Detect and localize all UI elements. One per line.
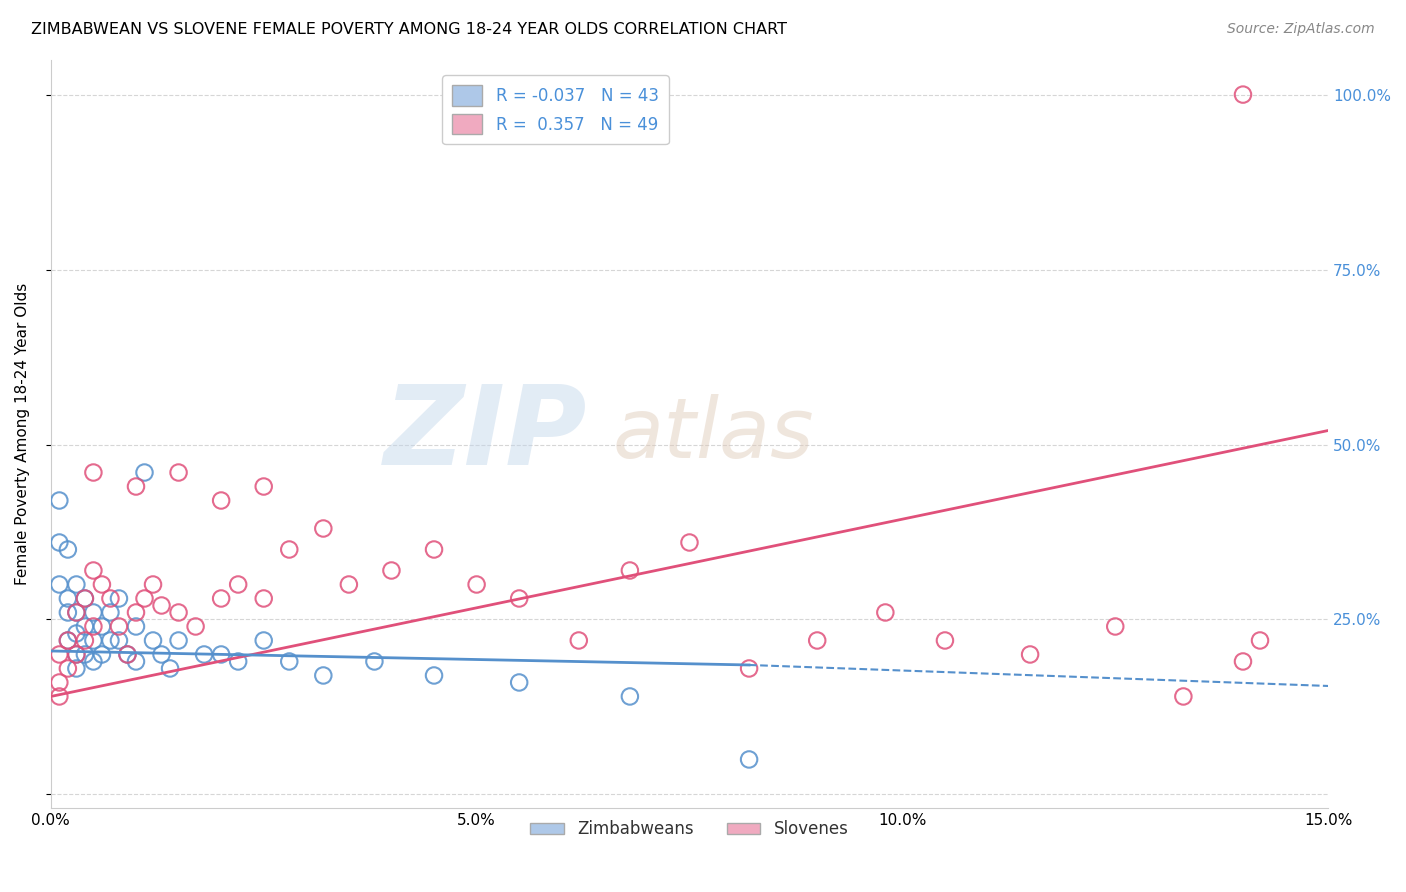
Point — [73, 591, 96, 606]
Point — [65, 577, 87, 591]
Point — [56, 591, 79, 606]
Y-axis label: Female Poverty Among 18-24 Year Olds: Female Poverty Among 18-24 Year Olds — [15, 283, 30, 585]
Point — [1104, 619, 1126, 633]
Point — [312, 668, 335, 682]
Point — [1019, 648, 1042, 662]
Point — [82, 619, 104, 633]
Point — [117, 648, 139, 662]
Point — [108, 619, 131, 633]
Point — [125, 619, 148, 633]
Point — [619, 690, 641, 704]
Point — [82, 633, 104, 648]
Point — [90, 577, 112, 591]
Point — [738, 752, 761, 766]
Point — [253, 591, 276, 606]
Point — [209, 591, 232, 606]
Point — [142, 577, 165, 591]
Point — [82, 655, 104, 669]
Point — [82, 606, 104, 620]
Point — [934, 633, 956, 648]
Point — [312, 521, 335, 535]
Point — [125, 479, 148, 493]
Point — [253, 633, 276, 648]
Point — [337, 577, 360, 591]
Point — [167, 606, 190, 620]
Point — [100, 606, 122, 620]
Point — [159, 661, 181, 675]
Point — [56, 606, 79, 620]
Point — [90, 619, 112, 633]
Point — [150, 599, 173, 613]
Point — [619, 564, 641, 578]
Point — [65, 661, 87, 675]
Point — [48, 648, 70, 662]
Point — [253, 479, 276, 493]
Point — [806, 633, 828, 648]
Point — [226, 577, 249, 591]
Point — [738, 661, 761, 675]
Point — [1249, 633, 1271, 648]
Point — [278, 655, 301, 669]
Point — [48, 535, 70, 549]
Point — [48, 675, 70, 690]
Point — [209, 648, 232, 662]
Point — [82, 564, 104, 578]
Point — [508, 675, 530, 690]
Point — [226, 655, 249, 669]
Point — [184, 619, 207, 633]
Point — [56, 633, 79, 648]
Point — [465, 577, 488, 591]
Point — [48, 493, 70, 508]
Point — [209, 493, 232, 508]
Text: ZIP: ZIP — [384, 381, 588, 488]
Point — [65, 626, 87, 640]
Point — [65, 648, 87, 662]
Point — [73, 591, 96, 606]
Text: Source: ZipAtlas.com: Source: ZipAtlas.com — [1227, 22, 1375, 37]
Point — [150, 648, 173, 662]
Point — [142, 633, 165, 648]
Point — [423, 542, 446, 557]
Point — [73, 648, 96, 662]
Point — [108, 633, 131, 648]
Point — [568, 633, 591, 648]
Point — [167, 633, 190, 648]
Point — [125, 606, 148, 620]
Text: ZIMBABWEAN VS SLOVENE FEMALE POVERTY AMONG 18-24 YEAR OLDS CORRELATION CHART: ZIMBABWEAN VS SLOVENE FEMALE POVERTY AMO… — [31, 22, 787, 37]
Point — [508, 591, 530, 606]
Text: atlas: atlas — [613, 393, 814, 475]
Point — [65, 606, 87, 620]
Point — [380, 564, 402, 578]
Point — [48, 577, 70, 591]
Point — [363, 655, 385, 669]
Point — [875, 606, 897, 620]
Point — [65, 648, 87, 662]
Point — [1173, 690, 1195, 704]
Legend: Zimbabweans, Slovenes: Zimbabweans, Slovenes — [524, 814, 855, 845]
Point — [82, 466, 104, 480]
Point — [108, 591, 131, 606]
Point — [100, 591, 122, 606]
Point — [134, 591, 156, 606]
Point — [278, 542, 301, 557]
Point — [73, 619, 96, 633]
Point — [48, 690, 70, 704]
Point — [678, 535, 700, 549]
Point — [90, 648, 112, 662]
Point — [56, 633, 79, 648]
Point — [1232, 87, 1254, 102]
Point — [125, 655, 148, 669]
Point — [56, 661, 79, 675]
Point — [100, 633, 122, 648]
Point — [1232, 655, 1254, 669]
Point — [56, 542, 79, 557]
Point — [73, 633, 96, 648]
Point — [193, 648, 215, 662]
Point — [65, 606, 87, 620]
Point — [167, 466, 190, 480]
Point — [117, 648, 139, 662]
Point — [423, 668, 446, 682]
Point — [134, 466, 156, 480]
